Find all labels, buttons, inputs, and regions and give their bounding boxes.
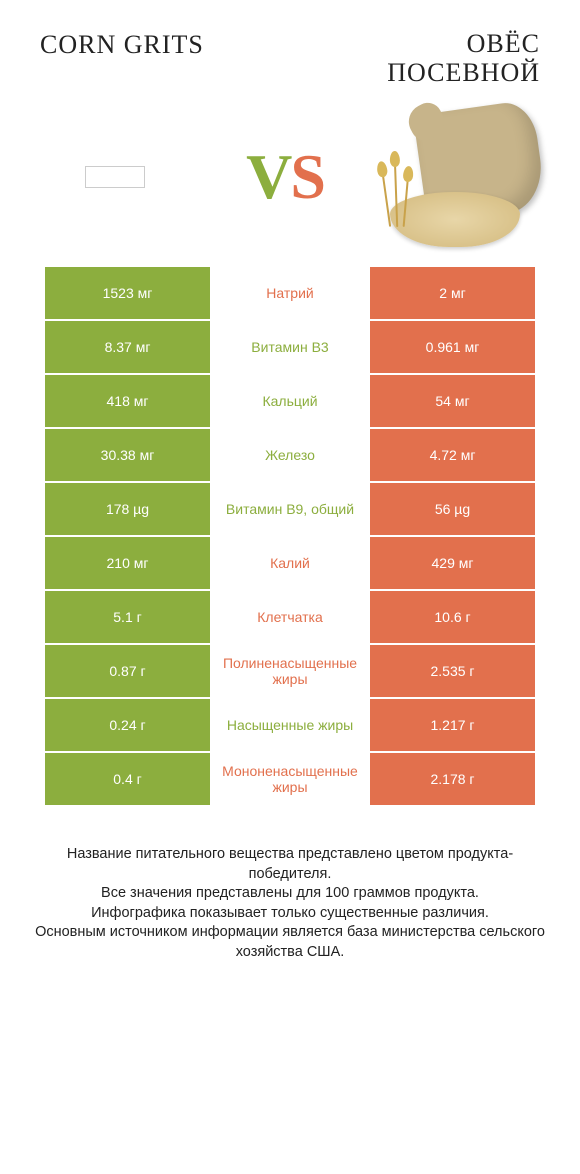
cell-right-value: 56 µg xyxy=(370,483,535,535)
cell-left-value: 5.1 г xyxy=(45,591,210,643)
vs-s: S xyxy=(290,140,324,214)
cell-nutrient-label: Насыщенные жиры xyxy=(210,699,370,751)
table-row: 210 мгКалий429 мг xyxy=(45,537,535,589)
product-image-left xyxy=(40,122,190,232)
vs-label: VS xyxy=(246,140,324,214)
cell-left-value: 0.87 г xyxy=(45,645,210,697)
cell-right-value: 54 мг xyxy=(370,375,535,427)
cell-nutrient-label: Железо xyxy=(210,429,370,481)
cell-nutrient-label: Мононенасыщенные жиры xyxy=(210,753,370,805)
table-row: 0.87 гПолиненасыщенные жиры2.535 г xyxy=(45,645,535,697)
table-row: 8.37 мгВитамин B30.961 мг xyxy=(45,321,535,373)
cell-left-value: 8.37 мг xyxy=(45,321,210,373)
footer-line: Инфографика показывает только существенн… xyxy=(30,904,550,924)
vs-v: V xyxy=(246,140,290,214)
cell-right-value: 10.6 г xyxy=(370,591,535,643)
cell-left-value: 1523 мг xyxy=(45,267,210,319)
cell-right-value: 2.178 г xyxy=(370,753,535,805)
wheat-stalks-icon xyxy=(380,157,420,227)
cell-right-value: 2.535 г xyxy=(370,645,535,697)
footer-line: Все значения представлены для 100 граммо… xyxy=(30,884,550,904)
cell-nutrient-label: Клетчатка xyxy=(210,591,370,643)
placeholder-box-icon xyxy=(85,166,145,188)
cell-nutrient-label: Калий xyxy=(210,537,370,589)
cell-left-value: 178 µg xyxy=(45,483,210,535)
cell-nutrient-label: Натрий xyxy=(210,267,370,319)
cell-right-value: 0.961 мг xyxy=(370,321,535,373)
table-row: 178 µgВитамин B9, общий56 µg xyxy=(45,483,535,535)
comparison-table: 1523 мгНатрий2 мг8.37 мгВитамин B30.961 … xyxy=(45,267,535,805)
product-image-right xyxy=(380,107,540,247)
table-row: 0.4 гМононенасыщенные жиры2.178 г xyxy=(45,753,535,805)
table-row: 0.24 гНасыщенные жиры1.217 г xyxy=(45,699,535,751)
footer-notes: Название питательного вещества представл… xyxy=(30,845,550,962)
header: CORN GRITS ОВЁСПОСЕВНОЙ xyxy=(0,0,580,97)
table-row: 5.1 гКлетчатка10.6 г xyxy=(45,591,535,643)
cell-right-value: 4.72 мг xyxy=(370,429,535,481)
cell-nutrient-label: Витамин B9, общий xyxy=(210,483,370,535)
images-row: VS xyxy=(0,97,580,267)
cell-nutrient-label: Витамин B3 xyxy=(210,321,370,373)
footer-line: Название питательного вещества представл… xyxy=(30,845,550,884)
cell-right-value: 429 мг xyxy=(370,537,535,589)
cell-left-value: 0.4 г xyxy=(45,753,210,805)
footer-line: Основным источником информации является … xyxy=(30,923,550,962)
title-left: CORN GRITS xyxy=(40,30,204,60)
cell-left-value: 210 мг xyxy=(45,537,210,589)
table-row: 418 мгКальций54 мг xyxy=(45,375,535,427)
table-row: 30.38 мгЖелезо4.72 мг xyxy=(45,429,535,481)
cell-left-value: 0.24 г xyxy=(45,699,210,751)
cell-nutrient-label: Полиненасыщенные жиры xyxy=(210,645,370,697)
cell-right-value: 2 мг xyxy=(370,267,535,319)
title-right: ОВЁСПОСЕВНОЙ xyxy=(387,30,540,87)
cell-right-value: 1.217 г xyxy=(370,699,535,751)
cell-left-value: 30.38 мг xyxy=(45,429,210,481)
cell-nutrient-label: Кальций xyxy=(210,375,370,427)
cell-left-value: 418 мг xyxy=(45,375,210,427)
table-row: 1523 мгНатрий2 мг xyxy=(45,267,535,319)
